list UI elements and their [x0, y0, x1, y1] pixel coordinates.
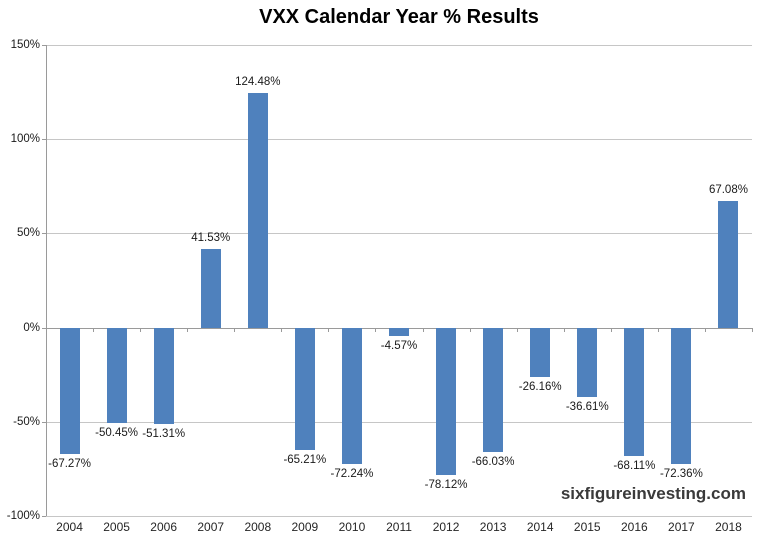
bar-value-label: -68.11% [613, 459, 656, 472]
x-axis-tick [704, 327, 706, 332]
bar-2007 [200, 249, 221, 328]
x-axis-tick [516, 327, 518, 332]
x-axis-tick [563, 327, 565, 332]
bar-2015 [577, 327, 598, 397]
bar-2017 [671, 327, 692, 464]
bar-2013 [483, 327, 504, 452]
bar-value-label: -72.24% [330, 467, 374, 480]
x-axis-label: 2014 [526, 520, 554, 534]
y-axis-tick [42, 139, 46, 141]
x-axis-label: 2017 [668, 520, 695, 534]
x-axis-tick [187, 327, 189, 332]
bar-2008 [247, 93, 268, 328]
x-axis-tick [422, 327, 424, 332]
watermark: sixfigureinvesting.com [560, 484, 746, 503]
y-axis-line [46, 45, 47, 516]
x-axis-label: 2012 [432, 520, 460, 534]
x-axis-tick [281, 327, 283, 332]
x-axis-label: 2015 [573, 520, 601, 534]
bar-2010 [341, 327, 362, 464]
bar-value-label: -66.03% [471, 456, 515, 468]
bar-value-label: -26.16% [518, 380, 562, 393]
y-gridline [46, 45, 752, 46]
y-gridline [46, 233, 752, 235]
bar-2006 [153, 327, 174, 425]
y-gridline [46, 516, 752, 517]
y-gridline [46, 139, 752, 141]
x-axis-label: 2010 [338, 520, 366, 534]
bar-value-label: -65.21% [283, 454, 327, 467]
bar-2018 [718, 201, 739, 328]
x-axis-tick [610, 327, 612, 332]
bar-value-label: -50.45% [95, 426, 139, 439]
chart-title: VXX Calendar Year % Results [259, 6, 539, 28]
x-axis-label: 2006 [150, 520, 177, 534]
x-axis-tick [752, 327, 753, 332]
bar-2005 [106, 327, 127, 423]
bar-value-label: 67.08% [708, 184, 748, 197]
x-axis-tick [657, 327, 659, 332]
y-axis-tick [42, 516, 46, 517]
x-axis-label: 2016 [620, 520, 648, 534]
x-axis-label: 2018 [715, 520, 742, 534]
x-axis-tick [93, 327, 95, 332]
bar-value-label: -78.12% [424, 478, 468, 491]
y-axis-label: -100% [6, 510, 40, 522]
y-axis-label: 50% [16, 227, 40, 240]
x-axis-tick [328, 327, 330, 332]
x-axis-label: 2005 [103, 520, 130, 534]
y-axis-label: 100% [10, 133, 40, 146]
y-axis-tick [42, 421, 46, 423]
bar-value-label: -36.61% [565, 400, 609, 413]
bar-value-label: -51.31% [142, 428, 186, 441]
bar-2011 [389, 327, 409, 337]
bar-value-label: 124.48% [235, 76, 281, 89]
y-gridline [46, 421, 752, 423]
bar-value-label: -72.36% [659, 467, 703, 480]
x-axis-tick [140, 327, 142, 332]
x-axis-label: 2007 [197, 520, 225, 534]
y-axis-tick [42, 45, 46, 46]
y-axis-label: 0% [23, 321, 40, 334]
x-axis-label: 2009 [291, 520, 319, 534]
y-axis-tick [42, 233, 46, 235]
x-axis-label: 2011 [386, 520, 412, 534]
bar-2016 [624, 327, 645, 456]
bar-2014 [530, 327, 551, 377]
bar-2012 [436, 327, 457, 475]
x-axis-tick [46, 327, 47, 332]
x-axis-tick [469, 327, 471, 332]
y-axis-tick [42, 327, 46, 329]
bar-value-label: -67.27% [48, 458, 91, 471]
y-axis-label: 150% [10, 39, 40, 51]
x-axis-label: 2004 [56, 520, 83, 534]
bar-2009 [294, 327, 315, 451]
y-axis-label: -50% [13, 415, 40, 428]
x-axis-tick [375, 327, 377, 332]
x-axis-tick [234, 327, 236, 332]
bar-value-label: -4.57% [380, 340, 418, 353]
bar-2004 [59, 327, 80, 455]
x-axis-label: 2008 [244, 520, 272, 534]
bar-value-label: 41.53% [191, 232, 231, 245]
x-axis-label: 2013 [479, 520, 507, 534]
